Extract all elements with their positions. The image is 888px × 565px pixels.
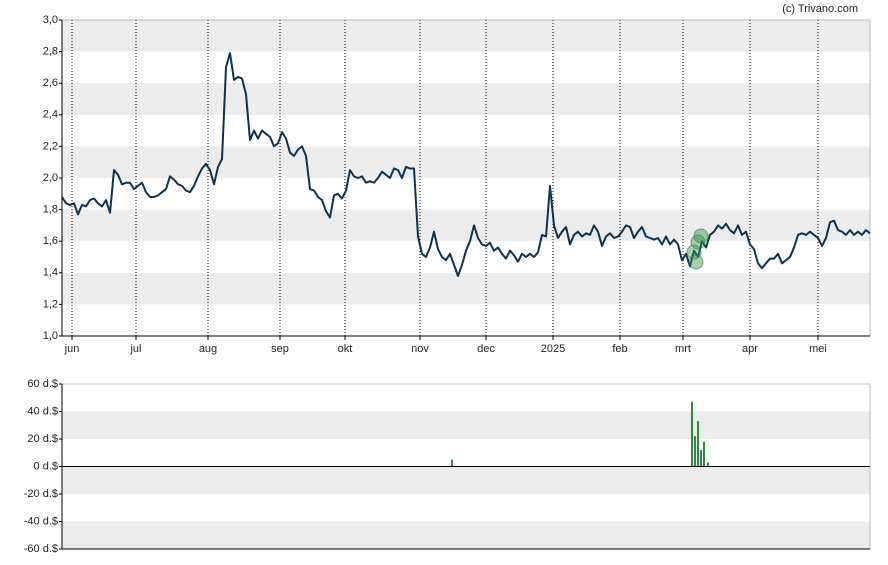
x-tick-label: jun — [64, 343, 80, 355]
y-tick-label: 1,4 — [43, 267, 58, 279]
trade-marker — [688, 254, 704, 270]
grid-band — [62, 146, 870, 178]
grid-band — [62, 411, 870, 439]
bar — [707, 462, 709, 467]
x-tick-label: nov — [411, 343, 429, 355]
grid-band — [62, 209, 870, 242]
y-tick-label: 2,2 — [43, 140, 58, 152]
x-tick-label: sep — [271, 343, 289, 355]
x-tick-label: mei — [809, 343, 827, 355]
bar — [691, 401, 693, 467]
y-tick-label: -60 d.$ — [24, 543, 58, 555]
grid-band — [62, 20, 870, 52]
grid-band — [62, 272, 870, 305]
x-tick-label: jul — [129, 343, 141, 355]
y-tick-label: 1,0 — [43, 330, 58, 342]
y-tick-label: 60 d.$ — [27, 378, 58, 390]
grid-band — [62, 466, 870, 494]
x-tick-label: dec — [477, 343, 495, 355]
x-tick-label: 2025 — [541, 343, 565, 355]
y-tick-label: 1,2 — [43, 298, 58, 310]
bar — [697, 421, 699, 467]
bar — [700, 450, 702, 467]
x-tick-label: feb — [612, 343, 627, 355]
y-tick-label: -20 d.$ — [24, 488, 58, 500]
y-tick-label: 2,4 — [43, 109, 58, 121]
bar — [703, 441, 705, 467]
y-tick-label: 40 d.$ — [27, 405, 58, 417]
source: (c) Trivano.com — [782, 3, 858, 15]
y-tick-label: 20 d.$ — [27, 433, 58, 445]
y-tick-label: 2,8 — [43, 46, 58, 58]
y-tick-label: -40 d.$ — [24, 515, 58, 527]
y-tick-label: 2,6 — [43, 77, 58, 89]
volume-panel: 60 d.$ 40 d.$ 20 d.$ 0 d.$ -20 d.$ -40 d.$ -60… — [24, 378, 871, 555]
y-tick-label: 1,8 — [43, 204, 58, 216]
trade-marker — [693, 228, 709, 244]
price-panel: 1,0 1,2 1,4 1,6 1,8 2,0 2,2 2,4 2,6 2,8 3,0 jun jul a… — [43, 14, 871, 355]
x-tick-label: mrt — [675, 343, 691, 355]
y-tick-label: 2,0 — [43, 172, 58, 184]
grid-band — [62, 83, 870, 115]
x-tick-label: apr — [742, 343, 758, 355]
y-tick-label: 3,0 — [43, 14, 58, 26]
bar — [694, 436, 696, 467]
y-tick-label: 1,6 — [43, 235, 58, 247]
y-tick-label: 0 d.$ — [34, 460, 58, 472]
x-tick-label: okt — [338, 343, 353, 355]
x-tick-label: aug — [199, 343, 217, 355]
bar — [451, 459, 453, 467]
price-line — [61, 52, 871, 277]
grid-band — [62, 521, 870, 549]
